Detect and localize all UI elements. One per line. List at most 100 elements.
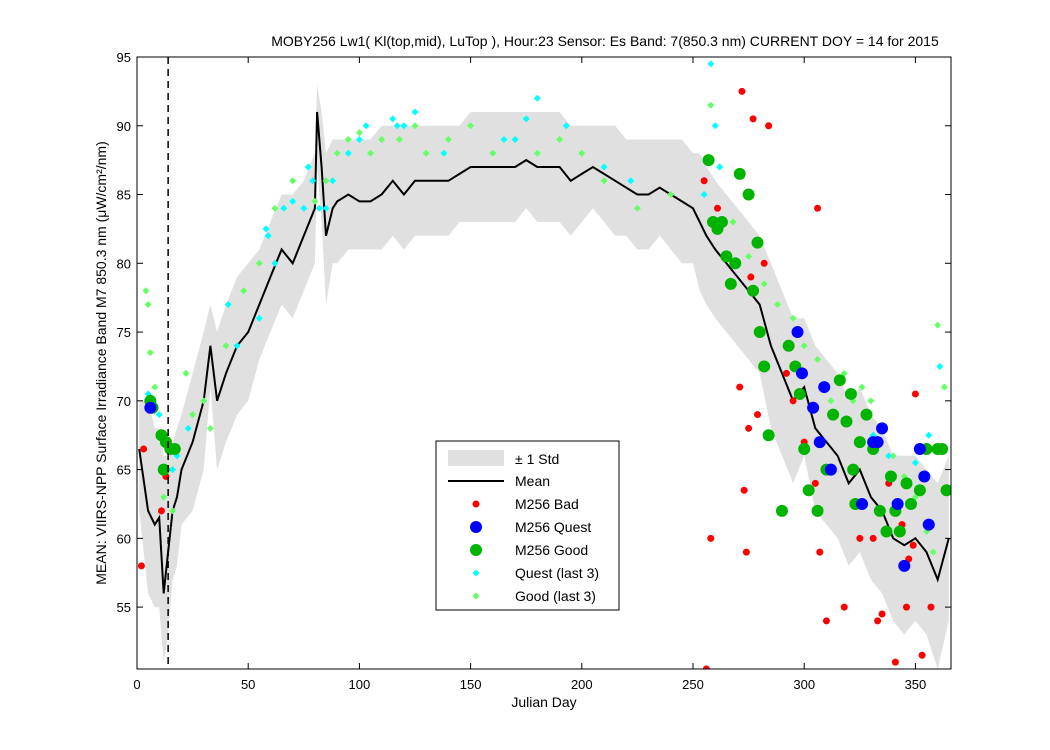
m256-bad-point	[903, 603, 911, 611]
quest-last3-point	[627, 177, 635, 185]
quest-last3-point	[262, 225, 270, 233]
m256-quest-point	[871, 436, 884, 449]
good-last3-point	[151, 383, 159, 391]
x-tick-label: 150	[460, 677, 482, 692]
m256-good-point	[840, 415, 853, 428]
good-last3-point	[395, 136, 403, 144]
good-last3-point	[206, 424, 214, 432]
y-tick-label: 65	[117, 463, 131, 478]
quest-last3-point	[707, 60, 715, 68]
m256-bad-point	[878, 610, 886, 618]
quest-last3-point	[440, 149, 448, 157]
good-last3-point	[160, 493, 168, 501]
quest-last3-point	[344, 149, 352, 157]
y-tick-label: 70	[117, 394, 131, 409]
m256-bad-point	[736, 383, 744, 391]
m256-bad-point	[909, 541, 917, 549]
quest-last3-point	[300, 204, 308, 212]
m256-good-point	[702, 154, 715, 167]
good-last3-point	[222, 342, 230, 350]
x-tick-label: 300	[793, 677, 815, 692]
good-last3-point	[858, 383, 866, 391]
good-last3-point	[146, 349, 154, 357]
m256-bad-point	[749, 115, 757, 123]
good-last3-point	[333, 149, 341, 157]
good-last3-point	[444, 136, 452, 144]
quest-last3-point	[700, 191, 708, 199]
good-last3-point	[934, 321, 942, 329]
good-last3-point	[378, 136, 386, 144]
m256-bad-point	[713, 204, 721, 212]
good-last3-point	[867, 397, 875, 405]
m256-good-point	[720, 250, 733, 263]
good-last3-point	[707, 101, 715, 109]
m256-good-point	[758, 360, 771, 373]
m256-bad-point	[707, 534, 715, 542]
good-last3-point	[355, 129, 363, 137]
good-last3-point	[600, 177, 608, 185]
quest-last3-point	[362, 122, 370, 130]
y-axis-label: MEAN: VIIRS-NPP Surface Irradiance Band …	[93, 141, 109, 585]
good-last3-point	[467, 122, 475, 130]
m256-quest-point	[791, 326, 804, 339]
good-last3-point	[774, 301, 782, 309]
good-last3-point	[729, 218, 737, 226]
m256-bad-point	[816, 548, 824, 556]
legend-good-last3-label: Good (last 3)	[515, 588, 596, 604]
good-last3-point	[367, 149, 375, 157]
y-tick-label: 90	[117, 119, 131, 134]
quest-last3-point	[925, 431, 933, 439]
quest-last3-point	[224, 301, 232, 309]
legend: ± 1 Std Mean M256 Bad M256 Quest M256 Go…	[435, 440, 620, 611]
std-band	[139, 84, 949, 669]
legend-std-label: ± 1 Std	[515, 451, 559, 467]
m256-good-point	[860, 408, 873, 421]
m256-good-point	[904, 497, 917, 510]
good-last3-point	[169, 507, 177, 515]
good-last3-point	[289, 177, 297, 185]
m256-bad-point	[789, 397, 797, 405]
m256-bad-point	[918, 651, 926, 659]
m256-good-point	[724, 277, 737, 290]
good-last3-point	[344, 136, 352, 144]
m256-bad-point	[869, 534, 877, 542]
m256-bad-point	[745, 424, 753, 432]
quest-last3-point	[355, 136, 363, 144]
good-last3-point	[144, 301, 152, 309]
m256-good-point	[936, 442, 949, 455]
chart-title: MOBY256 Lw1( Kl(top,mid), LuTop ), Hour:…	[271, 33, 939, 49]
m256-bad-point	[765, 122, 773, 130]
m256-good-point	[168, 442, 181, 455]
m256-good-point	[798, 442, 811, 455]
legend-good-label: M256 Good	[515, 542, 588, 558]
quest-last3-point	[264, 232, 272, 240]
m256-quest-point	[891, 497, 904, 510]
good-last3-point	[533, 149, 541, 157]
good-last3-point	[271, 204, 279, 212]
m256-quest-point	[913, 442, 926, 455]
m256-quest-point	[918, 470, 931, 483]
m256-bad-point	[738, 87, 746, 95]
quest-last3-point	[522, 115, 530, 123]
good-last3-point	[578, 149, 586, 157]
m256-good-point	[729, 257, 742, 270]
m256-bad-point	[927, 603, 935, 611]
m256-bad-point	[811, 479, 819, 487]
quest-last3-point	[711, 122, 719, 130]
m256-bad-point	[782, 369, 790, 377]
x-tick-label: 350	[905, 677, 927, 692]
m256-good-point	[733, 167, 746, 180]
legend-good-swatch	[470, 544, 482, 556]
m256-good-point	[782, 339, 795, 352]
m256-good-point	[913, 484, 926, 497]
quest-last3-point	[169, 466, 177, 474]
m256-good-point	[715, 216, 728, 229]
m256-bad-point	[754, 411, 762, 419]
m256-bad-point	[700, 177, 708, 185]
m256-bad-point	[814, 204, 822, 212]
m256-good-point	[880, 525, 893, 538]
legend-box	[435, 440, 620, 611]
quest-last3-point	[304, 163, 312, 171]
axis-ticks: 0 50 100 150 200 250 300 350 55 60 65 70 75 80 85 90 95	[117, 50, 951, 692]
